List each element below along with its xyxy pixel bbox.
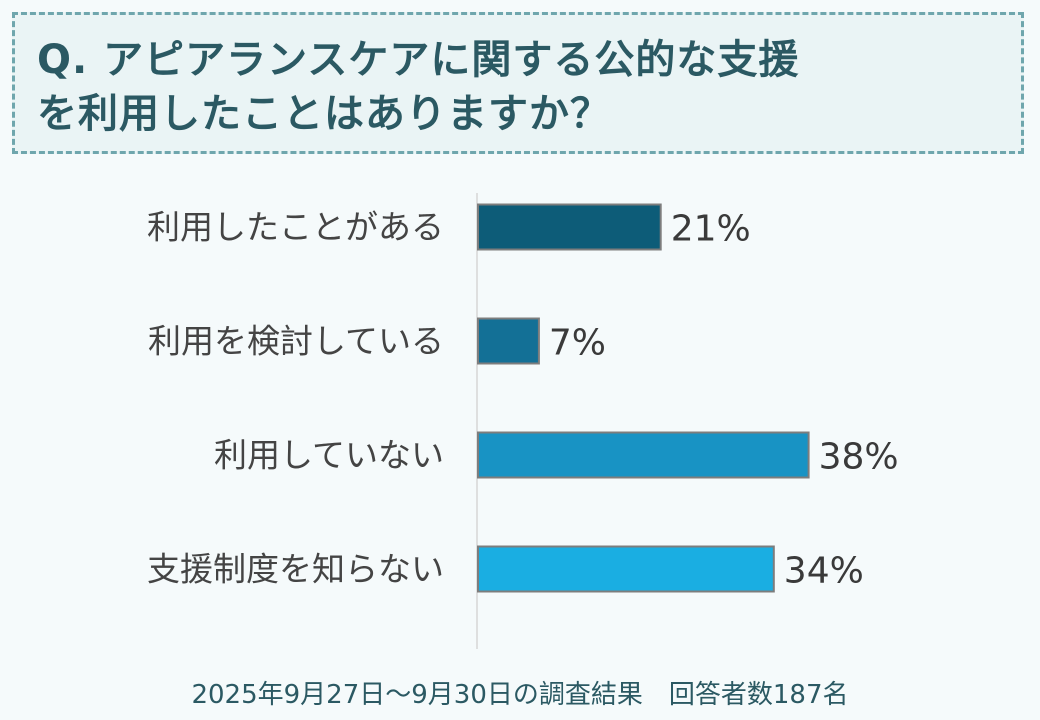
category-label-3: 利用していない xyxy=(214,436,444,475)
value-label-1: 21% xyxy=(671,209,751,250)
bar-2 xyxy=(477,317,540,365)
bar-3 xyxy=(477,431,810,479)
question-box: Q. アピアランスケアに関する公的な支援 を利用したことはありますか？ xyxy=(12,12,1024,154)
category-label-4: 支援制度を知らない xyxy=(147,550,444,589)
question-title-line1: Q. アピアランスケアに関する公的な支援 xyxy=(37,37,800,83)
bar-chart: 利用したことがある 21% 利用を検討している 7% 利用していない 38% 支援制度を知ら… xyxy=(147,193,899,649)
question-title: Q. アピアランスケアに関する公的な支援 を利用したことはありますか？ xyxy=(37,33,1007,141)
bar-1 xyxy=(477,203,662,251)
question-title-line2: を利用したことはありますか？ xyxy=(37,91,611,137)
value-label-2: 7% xyxy=(549,323,606,364)
survey-footnote: 2025年9月27日～9月30日の調査結果 回答者数187名 xyxy=(191,680,849,710)
category-label-1: 利用したことがある xyxy=(147,208,444,247)
value-label-4: 34% xyxy=(784,551,864,592)
bar-4 xyxy=(477,545,775,593)
value-label-3: 38% xyxy=(819,437,899,478)
category-label-2: 利用を検討している xyxy=(148,322,444,361)
